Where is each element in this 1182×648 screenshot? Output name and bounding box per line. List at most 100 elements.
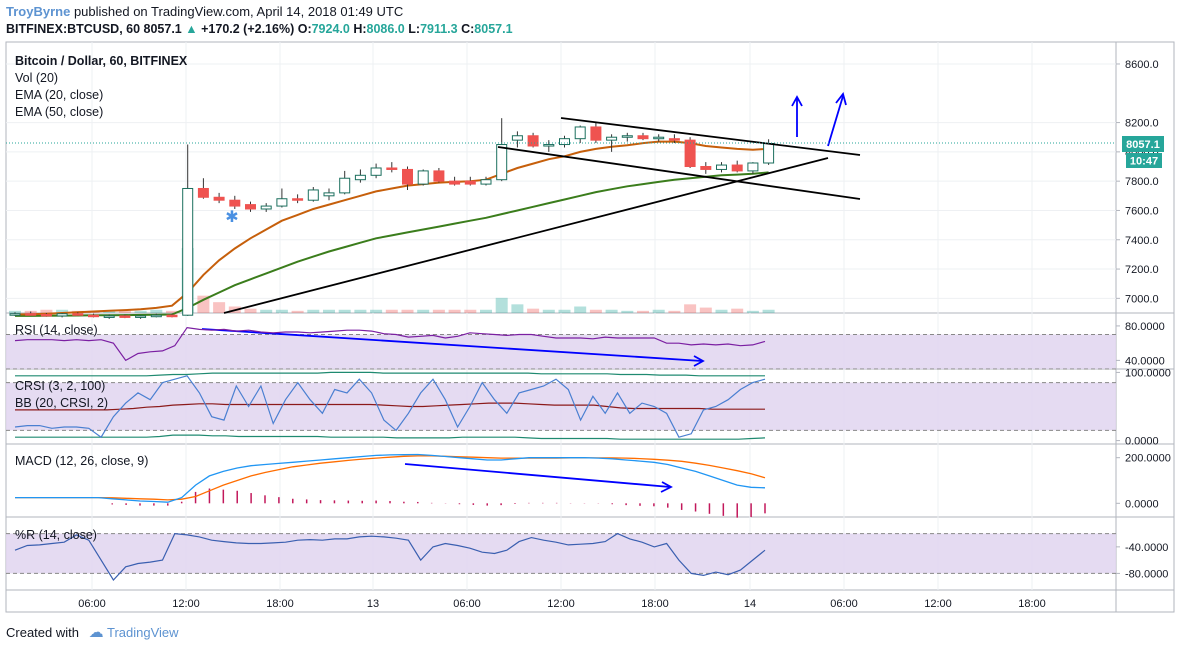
x-tick-label: 06:00 — [78, 598, 106, 610]
candle — [511, 131, 523, 148]
macd-arrow-head — [660, 481, 673, 493]
wedge-lower-line — [497, 146, 861, 200]
candle — [433, 167, 445, 183]
candle — [731, 160, 743, 173]
up-candle-body — [559, 138, 570, 146]
up-candle-body — [9, 313, 21, 316]
macd-divergence-arrow — [404, 463, 671, 488]
open-label: O: — [297, 22, 312, 36]
macd-signal-line — [15, 455, 766, 501]
candle — [213, 192, 225, 204]
indicator-lines — [14, 326, 766, 581]
volume-bar — [338, 309, 351, 313]
candle — [25, 311, 37, 316]
down-candle-body — [731, 164, 743, 172]
tradingview-link[interactable]: TradingView — [107, 625, 179, 640]
tradingview-logo-icon: ☁ — [88, 624, 104, 641]
volume-bar — [652, 309, 665, 313]
volume-bar — [558, 309, 571, 313]
y-tick-label: -80.0000 — [1125, 568, 1168, 580]
trend-drawings: ✱ — [201, 92, 861, 493]
y-tick-label: -40.0000 — [1125, 542, 1168, 554]
volume-bar — [323, 309, 335, 313]
x-tick-label: 18:00 — [1018, 598, 1046, 610]
symbol-bar: BITFINEX:BTCUSD, 60 8057.1 ▲ +170.2 (+2.… — [6, 22, 513, 36]
candle — [637, 132, 649, 141]
candle — [402, 166, 413, 190]
volume-bar — [260, 309, 273, 313]
price-tag: 8057.1 10:47 — [1122, 136, 1164, 168]
down-candle-body — [386, 167, 398, 170]
bb-lower-line — [15, 434, 766, 440]
volume-bar — [118, 310, 131, 313]
down-candle-body — [449, 180, 461, 185]
volume-bar — [385, 309, 398, 313]
volume-bar — [699, 307, 712, 313]
up-candle-body — [747, 162, 759, 172]
candle — [276, 188, 288, 208]
volume-bar — [511, 304, 524, 313]
candle — [119, 314, 131, 319]
up-candle-body — [323, 192, 335, 197]
publish-info: TroyByrne published on TradingView.com, … — [6, 4, 403, 19]
candle — [150, 313, 162, 318]
volume-bar — [495, 297, 508, 313]
volume-bar — [307, 309, 320, 313]
y-tick-label: 8200.0 — [1125, 118, 1159, 130]
low-label: L: — [408, 22, 421, 36]
up-candle-body — [716, 164, 727, 170]
last-price: 8057.1 — [143, 22, 182, 36]
candle — [449, 176, 461, 186]
symbol-label: BITFINEX:BTCUSD, 60 — [6, 22, 141, 36]
up-candle-body — [260, 205, 272, 210]
down-candle-body — [402, 168, 413, 185]
volume-bar — [134, 310, 147, 313]
candle — [245, 201, 256, 212]
candle — [56, 313, 68, 318]
down-candle-body — [197, 187, 209, 198]
price-tag-value: 8057.1 — [1126, 139, 1160, 151]
up-candle-body — [339, 177, 351, 194]
author-name[interactable]: TroyByrne — [6, 4, 71, 19]
up-arrow-1-head — [791, 95, 803, 107]
volume-bar — [542, 309, 555, 313]
candle — [496, 118, 508, 182]
down-candle-body — [88, 314, 99, 318]
candle — [88, 313, 99, 318]
candle — [684, 137, 696, 168]
x-tick-label: 12:00 — [547, 598, 575, 610]
up-candle-body — [150, 314, 162, 318]
bb-mid-line — [15, 402, 765, 411]
rsi-line — [14, 326, 766, 362]
candle — [747, 162, 759, 174]
down-candle-body — [684, 139, 696, 168]
volume-bar — [213, 302, 226, 313]
pane-frames — [5, 41, 1175, 613]
volume-bar — [762, 309, 775, 313]
volume-bar — [574, 306, 587, 313]
volume-bar — [291, 310, 304, 313]
wedge-upper-line — [560, 117, 861, 156]
legend-ema50: EMA (50, close) — [15, 105, 103, 119]
down-candle-body — [464, 180, 476, 185]
up-candle-body — [653, 136, 665, 140]
candle — [182, 144, 194, 316]
candle — [292, 194, 304, 204]
y-tick-label: 7000.0 — [1125, 293, 1159, 305]
open-value: 7924.0 — [311, 22, 350, 36]
candle — [260, 203, 272, 212]
volume-bar — [150, 309, 163, 313]
down-candle-body — [637, 135, 649, 140]
up-candle-body — [56, 313, 68, 317]
down-candle-body — [700, 166, 712, 170]
up-candle-body — [307, 189, 319, 201]
rsi-title: RSI (14, close) — [15, 323, 98, 337]
ema50-line — [15, 171, 769, 317]
down-candle-body — [433, 170, 445, 182]
candle — [716, 162, 727, 173]
rsi-divergence-arrow — [201, 328, 703, 362]
volume-bar — [166, 310, 178, 313]
y-tick-label: 7600.0 — [1125, 205, 1159, 217]
candle — [197, 178, 209, 199]
